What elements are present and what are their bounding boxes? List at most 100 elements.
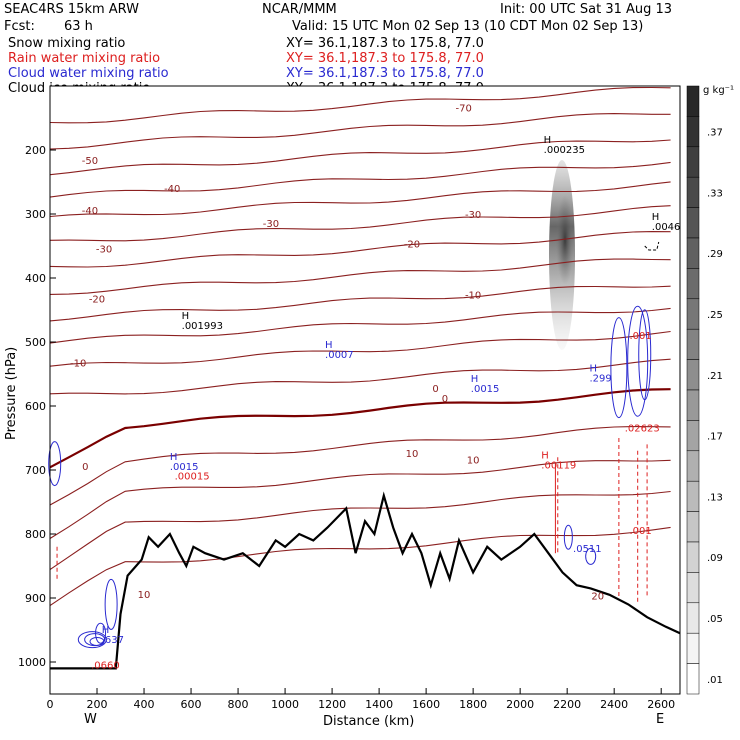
colorbar-segment — [686, 480, 700, 512]
maximum-value: .001993 — [182, 321, 223, 332]
maximum-value: .0660 — [91, 660, 120, 671]
isotherm-contour — [49, 426, 671, 506]
x-tick-label: 2000 — [506, 698, 534, 711]
x-tick-label: 1000 — [271, 698, 299, 711]
isotherm-label: 20 — [591, 591, 604, 602]
valid-time: Valid: 15 UTC Mon 02 Sep 13 (10 CDT Mon … — [292, 19, 643, 34]
cloud-water-contour — [563, 524, 573, 550]
x-tick-label: 200 — [87, 698, 108, 711]
colorbar-segment — [686, 663, 700, 695]
isotherm-label: -20 — [89, 294, 105, 305]
maximum-value: .0511 — [573, 544, 602, 555]
colorbar-segment — [686, 420, 700, 452]
x-tick-label: 400 — [134, 698, 155, 711]
legend-cloud-water: Cloud water mixing ratio — [8, 66, 169, 81]
isotherm-label: -70 — [456, 104, 472, 115]
isotherm-label: -40 — [164, 184, 180, 195]
colorbar-segment — [686, 541, 700, 573]
legend-cloud-water-xy: XY= 36.1,187.3 to 175.8, 77.0 — [286, 66, 484, 81]
cloud-water-contour — [95, 622, 107, 644]
colorbar-segment — [686, 328, 700, 360]
x-tick-label: 0 — [47, 698, 54, 711]
isotherm-contour — [49, 258, 671, 295]
y-axis-title: Pressure (hPa) — [4, 347, 19, 440]
colorbar-label: .01 — [707, 675, 723, 686]
model-title: SEAC4RS 15km ARW — [4, 2, 139, 17]
x-tick-label: 2400 — [600, 698, 628, 711]
maximum-marker: H — [170, 452, 178, 463]
cloud-water-contour — [627, 305, 649, 417]
colorbar-label: .37 — [707, 128, 723, 139]
isotherm-label: 10 — [467, 456, 480, 467]
isotherm-label: 0 — [432, 384, 438, 395]
isotherm-contour — [49, 490, 671, 571]
maximum-value: .000235 — [544, 145, 585, 156]
colorbar-label: .05 — [707, 614, 723, 625]
maximum-value: .00015 — [175, 472, 210, 483]
legend-rain-xy: XY= 36.1,187.3 to 175.8, 77.0 — [286, 51, 484, 66]
y-tick-label: 400 — [25, 272, 46, 285]
maximum-value: .02623 — [625, 424, 660, 435]
isotherm-label: -10 — [465, 290, 481, 301]
temperature-contours — [49, 86, 671, 607]
maximum-marker: H — [182, 311, 190, 322]
isotherm-contour — [49, 307, 671, 344]
colorbar-segment — [686, 602, 700, 634]
colorbar-label: .09 — [707, 553, 723, 564]
isotherm-label: -50 — [82, 156, 98, 167]
isotherm-label: -30 — [263, 219, 279, 230]
isotherm-label: -20 — [404, 239, 420, 250]
y-tick-label: 500 — [25, 336, 46, 349]
maximum-marker: H — [102, 625, 110, 636]
x-tick-label: 1600 — [412, 698, 440, 711]
cloud-ice-contour — [644, 241, 660, 251]
isotherm-label: 10 — [406, 449, 419, 460]
maximum-value: .637 — [102, 635, 124, 646]
cloud-water-contour — [585, 547, 597, 565]
mixing-ratio-contours — [48, 241, 660, 649]
forecast-label: Fcst: — [4, 19, 35, 34]
isotherm-contour — [49, 205, 671, 242]
x-tick-label: 800 — [228, 698, 249, 711]
isotherm-contour — [49, 161, 671, 198]
colorbar-segment — [686, 268, 700, 300]
x-axis-title: Distance (km) — [323, 714, 414, 729]
isotherm-label: -30 — [465, 210, 481, 221]
maximum-marker: H — [589, 364, 597, 375]
cloud-water-contour — [48, 441, 62, 487]
colorbar-segment — [686, 572, 700, 604]
cloud-water-contour — [610, 317, 628, 419]
isotherm-label: 0 — [442, 394, 448, 405]
temperature-contour-labels: -70-50-40-40-30-30-30 -20-20 -10-100001010… — [70, 104, 604, 603]
freezing-level-contour — [49, 388, 671, 469]
colorbar-segment — [686, 237, 700, 269]
legend-snow-xy: XY= 36.1,187.3 to 175.8, 77.0 — [286, 36, 484, 51]
cloud-water-contour — [638, 309, 652, 401]
isotherm-contour — [49, 231, 671, 268]
isotherm-contour — [49, 358, 671, 395]
colorbar-segment — [686, 207, 700, 239]
maximum-value: .0046 — [652, 222, 681, 233]
maximum-value: .299 — [589, 374, 611, 385]
maximum-marker: H — [325, 340, 333, 351]
colorbar-segment — [686, 176, 700, 208]
isotherm-label: -40 — [82, 206, 98, 217]
y-tick-label: 300 — [25, 208, 46, 221]
isotherm-label: -10 — [70, 358, 86, 369]
maximum-value: .001 — [629, 331, 651, 342]
cloud-water-contour — [104, 578, 118, 630]
colorbar-label: .13 — [707, 492, 723, 503]
plot-frame — [49, 85, 681, 695]
y-tick-label: 900 — [25, 592, 46, 605]
colorbar-label: .25 — [707, 310, 723, 321]
x-tick-label: 2200 — [553, 698, 581, 711]
isotherm-contour — [49, 526, 671, 607]
colorbar-segment — [686, 632, 700, 664]
maximum-marker: H — [652, 212, 660, 223]
maximum-marker: H — [471, 374, 479, 385]
y-tick-label: 200 — [25, 144, 46, 157]
y-tick-label: 800 — [25, 528, 46, 541]
x-tick-label: 2600 — [647, 698, 675, 711]
colorbar-label: .17 — [707, 432, 723, 443]
